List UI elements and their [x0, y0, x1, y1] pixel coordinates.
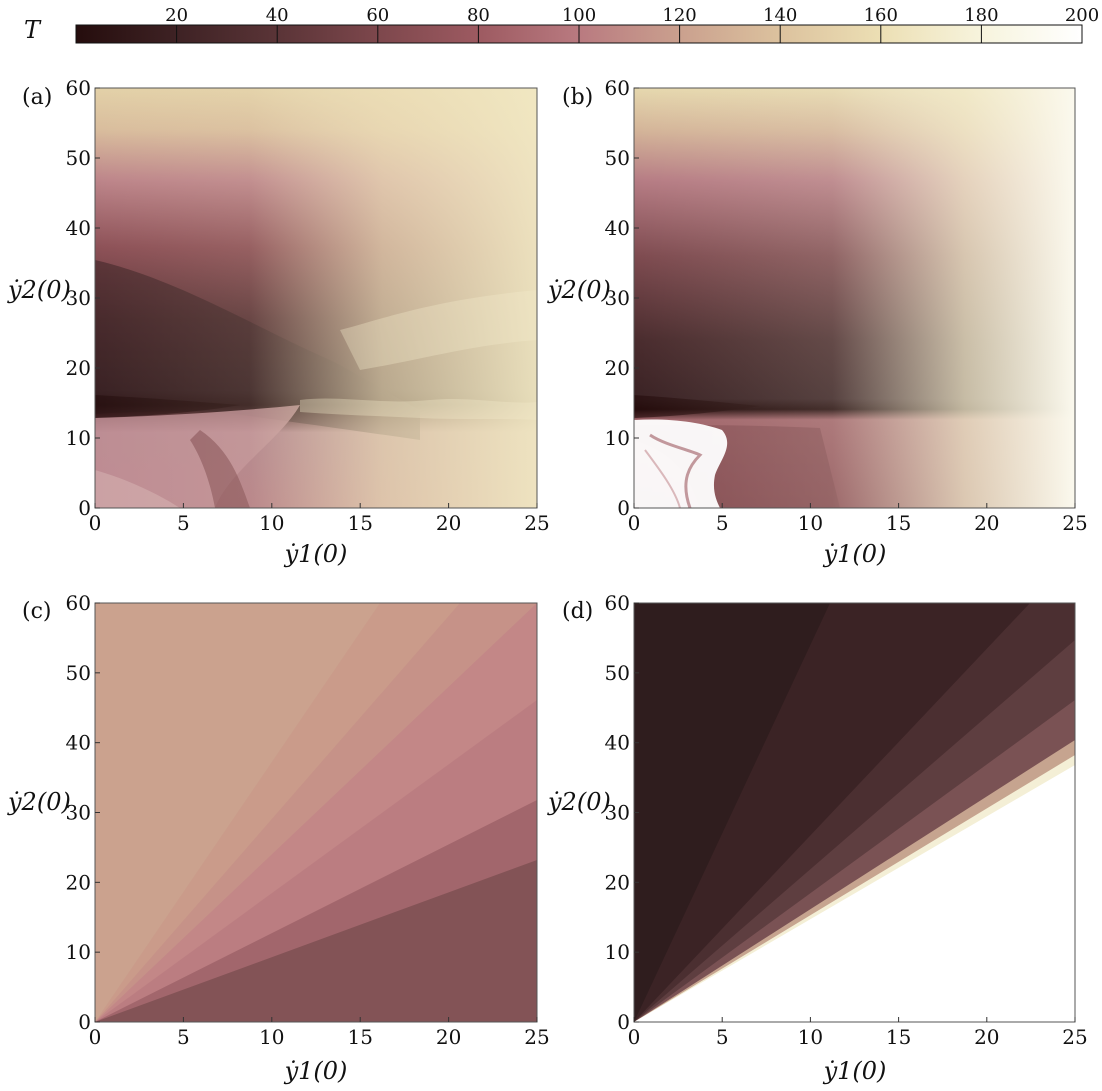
y-tick-label: 40	[66, 216, 91, 240]
y-tick-label: 10	[66, 940, 91, 964]
panel-c-axes: 0 5 10 15 20 25 0 10 20 30 40 50 60	[66, 591, 550, 1049]
x-tick-label: 20	[436, 1025, 461, 1049]
colorbar-tick-label: 140	[763, 5, 797, 26]
y-tick-label: 60	[66, 591, 91, 615]
panel-c: (c) 0 5 10 15 20 25 0 10 20 30 40 50 60 ẏ1(0) ẏ2(0)	[7, 591, 550, 1085]
panel-c-ylabel: ẏ2(0)	[7, 788, 71, 816]
y-tick-label: 60	[66, 76, 91, 100]
panel-a-ylabel: ẏ2(0)	[7, 276, 71, 304]
panel-b-xlabel: ẏ1(0)	[823, 540, 887, 568]
y-tick-label: 60	[605, 76, 630, 100]
panel-c-label: (c)	[22, 599, 52, 624]
y-tick-label: 20	[66, 870, 91, 894]
x-tick-label: 25	[524, 1025, 549, 1049]
y-tick-label: 50	[605, 661, 630, 685]
y-tick-label: 40	[66, 731, 91, 755]
y-tick-label: 0	[617, 1010, 630, 1034]
x-tick-label: 15	[347, 1025, 372, 1049]
colorbar-tick-label: 60	[366, 5, 389, 26]
y-tick-label: 40	[605, 216, 630, 240]
panel-c-heatmap	[95, 603, 537, 1022]
panel-c-xlabel: ẏ1(0)	[284, 1057, 348, 1085]
panel-b-axes: 0 5 10 15 20 25 0 10 20 30 40 50 60	[605, 76, 1088, 535]
colorbar-tick-label: 160	[864, 5, 898, 26]
colorbar-ticks: 20 40 60 80 100 120 140 160 180 200	[165, 5, 1099, 43]
colorbar-tick-label: 100	[562, 5, 596, 26]
panel-a-axes: 0 5 10 15 20 25 0 10 20 30 40 50 60	[66, 76, 550, 535]
y-tick-label: 30	[66, 801, 91, 825]
panel-a-xlabel: ẏ1(0)	[284, 540, 348, 568]
y-tick-label: 50	[66, 661, 91, 685]
panel-a-label: (a)	[22, 85, 52, 110]
panel-d: (d) 0 5 10 15 20 25 0 10 20 30 40 50 60 ẏ1(0) ẏ2(0)	[547, 591, 1088, 1085]
x-tick-label: 0	[628, 1025, 641, 1049]
x-tick-label: 25	[1062, 1025, 1087, 1049]
x-tick-label: 15	[886, 511, 911, 535]
y-tick-label: 10	[605, 940, 630, 964]
y-tick-label: 20	[66, 356, 91, 380]
x-tick-label: 25	[524, 511, 549, 535]
x-tick-label: 20	[436, 511, 461, 535]
x-tick-label: 5	[716, 1025, 729, 1049]
panel-b-ylabel: ẏ2(0)	[547, 276, 611, 304]
x-tick-label: 20	[974, 1025, 999, 1049]
panel-b-label: (b)	[562, 85, 593, 110]
colorbar-tick-label: 120	[662, 5, 696, 26]
x-tick-label: 0	[89, 511, 102, 535]
y-tick-label: 40	[605, 731, 630, 755]
panel-d-axes: 0 5 10 15 20 25 0 10 20 30 40 50 60	[605, 591, 1088, 1049]
x-tick-label: 25	[1062, 511, 1087, 535]
panel-a-heatmap	[95, 88, 537, 508]
x-tick-label: 0	[628, 511, 641, 535]
panel-b-heatmap	[634, 88, 1075, 508]
panel-d-heatmap	[634, 603, 1075, 1022]
x-tick-label: 5	[177, 511, 190, 535]
x-tick-label: 10	[798, 511, 823, 535]
x-tick-label: 10	[798, 1025, 823, 1049]
x-tick-label: 5	[716, 511, 729, 535]
panel-d-label: (d)	[562, 599, 593, 624]
y-tick-label: 20	[605, 870, 630, 894]
y-tick-label: 20	[605, 356, 630, 380]
panel-a: (a) 0 5 10 15 20 25 0 10 20 30 40 50 60 ẏ1(0) ẏ2(0)	[7, 76, 550, 568]
x-tick-label: 5	[177, 1025, 190, 1049]
y-tick-label: 0	[617, 496, 630, 520]
y-tick-label: 30	[605, 286, 630, 310]
y-tick-label: 30	[66, 286, 91, 310]
y-tick-label: 0	[78, 1010, 91, 1034]
colorbar-tick-label: 40	[266, 5, 289, 26]
x-tick-label: 10	[259, 1025, 284, 1049]
x-tick-label: 15	[347, 511, 372, 535]
panel-b: (b) 0 5 10 15 20 25 0 10 20 30 40 50 60 ẏ1(0) ẏ2(0)	[547, 76, 1088, 568]
colorbar-tick-label: 180	[964, 5, 998, 26]
y-tick-label: 10	[66, 426, 91, 450]
x-tick-label: 15	[886, 1025, 911, 1049]
x-tick-label: 10	[259, 511, 284, 535]
colorbar: T 20 40 60 80 100 120 140 160 180 200	[24, 5, 1099, 44]
colorbar-tick-label: 80	[467, 5, 490, 26]
y-tick-label: 50	[66, 146, 91, 170]
colorbar-label: T	[24, 16, 42, 44]
x-tick-label: 0	[89, 1025, 102, 1049]
colorbar-tick-label: 20	[165, 5, 188, 26]
panel-d-ylabel: ẏ2(0)	[547, 788, 611, 816]
colorbar-tick-label: 200	[1065, 5, 1099, 26]
y-tick-label: 30	[605, 801, 630, 825]
y-tick-label: 10	[605, 426, 630, 450]
y-tick-label: 50	[605, 146, 630, 170]
panel-d-xlabel: ẏ1(0)	[823, 1057, 887, 1085]
x-tick-label: 20	[974, 511, 999, 535]
y-tick-label: 0	[78, 496, 91, 520]
y-tick-label: 60	[605, 591, 630, 615]
